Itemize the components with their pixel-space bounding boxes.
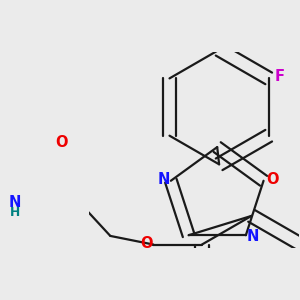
Text: F: F — [274, 69, 284, 84]
Text: H: H — [10, 206, 20, 219]
Text: N: N — [9, 195, 21, 210]
Text: O: O — [266, 172, 278, 187]
Text: O: O — [56, 135, 68, 150]
Text: N: N — [158, 172, 170, 187]
Text: O: O — [140, 236, 152, 251]
Text: N: N — [246, 229, 259, 244]
